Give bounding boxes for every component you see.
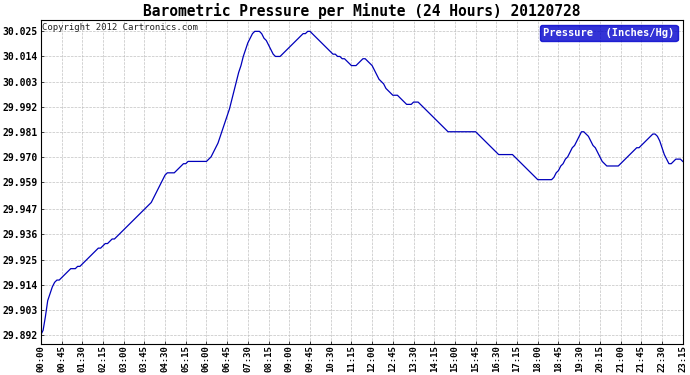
Title: Barometric Pressure per Minute (24 Hours) 20120728: Barometric Pressure per Minute (24 Hours… bbox=[143, 3, 580, 19]
Legend: Pressure  (Inches/Hg): Pressure (Inches/Hg) bbox=[540, 25, 678, 41]
Text: Copyright 2012 Cartronics.com: Copyright 2012 Cartronics.com bbox=[42, 23, 198, 32]
